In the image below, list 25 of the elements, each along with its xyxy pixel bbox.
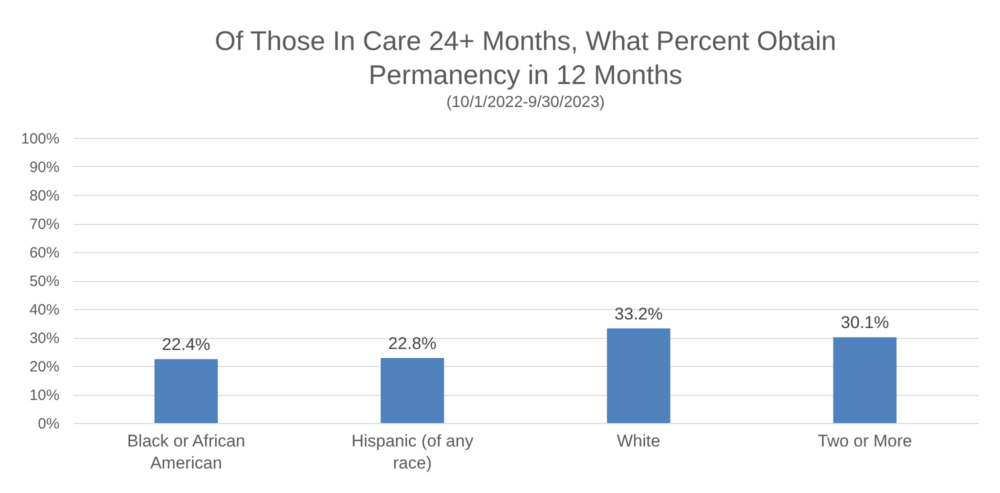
y-tick-label: 10%: [29, 387, 60, 404]
data-label: 30.1%: [840, 313, 889, 332]
y-tick-label: 80%: [29, 188, 60, 204]
y-tick-label: 30%: [29, 330, 60, 347]
bar: [833, 337, 897, 423]
x-tick-label: Hispanic (of any race): [351, 432, 474, 472]
y-tick-label: 70%: [29, 216, 60, 233]
bar: [380, 358, 444, 423]
y-tick-label: 100%: [21, 130, 60, 148]
data-label: 22.8%: [388, 334, 436, 354]
y-tick-label: 20%: [29, 358, 60, 376]
x-tick-label: White: [616, 432, 660, 450]
y-tick-label: 90%: [29, 159, 60, 176]
chart-subtitle: (10/1/2022-9/30/2023): [446, 94, 605, 111]
data-label: 22.4%: [162, 335, 210, 354]
y-tick-label: 50%: [29, 273, 60, 290]
y-tick-label: 60%: [29, 244, 60, 262]
bar: [154, 359, 218, 423]
x-tick-label: Two or More: [818, 432, 912, 450]
y-tick-label: 40%: [29, 302, 60, 318]
bar: [606, 328, 670, 423]
data-label: 33.2%: [614, 304, 663, 324]
x-tick-label: Black or African American: [127, 432, 246, 472]
chart-title: Of Those In Care 24+ Months, What Percent Obtain Permanency in 12 Months: [214, 26, 836, 90]
y-tick-label: 0%: [38, 416, 60, 432]
